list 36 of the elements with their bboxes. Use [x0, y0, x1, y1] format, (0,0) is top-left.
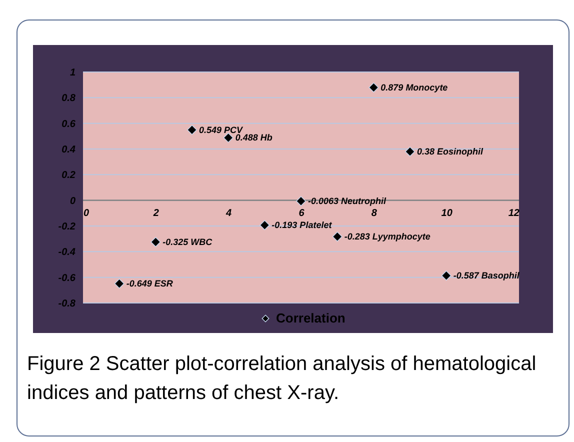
point	[187, 124, 197, 135]
data-label: 0.879 Monocyte	[380, 82, 448, 93]
point	[296, 196, 306, 206]
y-tick-label: 0.6	[62, 118, 76, 130]
x-tick-label: 8	[371, 208, 378, 219]
data-label: -0.193 Platelet	[272, 220, 333, 230]
y-tick-label: -0.8	[58, 298, 76, 310]
y-tick-label: 0.2	[62, 170, 76, 182]
y-tick-label: 0.8	[62, 93, 76, 104]
data-label: -0.0063 Neutrophil	[308, 196, 387, 206]
data-label: 0.549 PCV	[199, 124, 244, 135]
data-label: 0.488 Hb	[235, 132, 273, 143]
point	[150, 237, 161, 247]
y-tick-label: -0.4	[58, 247, 76, 258]
point	[368, 82, 379, 92]
y-tick-label: 0	[70, 196, 76, 207]
x-tick-label: 4	[225, 208, 232, 219]
y-tick-label: -0.6	[58, 272, 76, 284]
x-tick-label: 0	[84, 208, 90, 219]
y-tick-label: 1	[70, 68, 76, 78]
text: Figure 2 Scatter plot-correlation analysis of hematological indices and patterns of chest X-ray.	[27, 353, 536, 404]
data-label: -0.283 Lyymphocyte	[344, 232, 430, 242]
x-tick-label: 10	[441, 208, 453, 219]
x-tick-label: 6	[298, 208, 305, 219]
point	[405, 146, 415, 157]
legend-label: Correlation	[276, 310, 346, 326]
point	[114, 278, 124, 289]
y-tick-label: 0.4	[62, 144, 76, 156]
point	[260, 220, 270, 230]
point	[332, 232, 342, 242]
data-label: -0.325 WBC	[162, 237, 213, 248]
x-tick-label: 2	[152, 208, 160, 219]
data-label: 0.38 Eosinophil	[417, 146, 484, 157]
data-label: -0.649 ESR	[126, 278, 174, 289]
y-tick-label: -0.2	[58, 222, 76, 232]
point	[441, 270, 452, 281]
